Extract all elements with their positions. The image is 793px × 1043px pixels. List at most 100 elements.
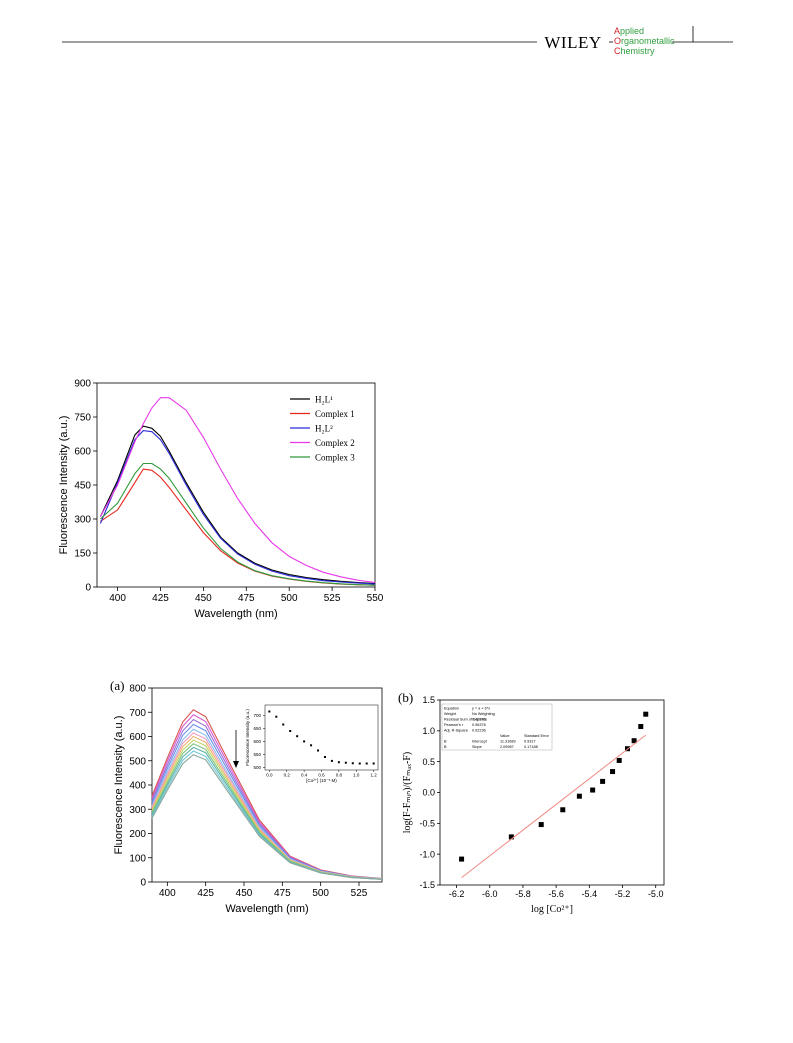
fit-table-cell: B [444, 745, 447, 749]
data-point [344, 761, 347, 764]
x-tick-label: 425 [152, 593, 169, 604]
x-tick-label: -5.2 [615, 889, 631, 899]
data-point [337, 761, 340, 764]
x-axis-label: Wavelength (nm) [225, 903, 308, 915]
x-tick-label: 0.2 [284, 773, 291, 778]
y-axis-label: Fluorescence Intensity (a.u.) [245, 709, 250, 766]
data-point [590, 787, 596, 793]
journal-word: Applied [614, 26, 644, 36]
y-tick-label: 700 [253, 713, 261, 718]
y-tick-label: 300 [129, 805, 146, 816]
data-point [508, 834, 514, 840]
data-point [576, 793, 582, 799]
fit-table-cell: Pearson's r [444, 723, 464, 727]
fit-table [441, 703, 553, 751]
y-tick-label: 650 [253, 726, 261, 731]
x-tick-label: 550 [367, 593, 384, 604]
data-point [317, 749, 320, 752]
y-axis-label: Fluorescence Intensity (a.u.) [113, 716, 125, 855]
legend-label: Complex 3 [315, 453, 355, 463]
data-point [358, 762, 361, 765]
journal-word: Chemistry [614, 46, 655, 56]
brand: WILEY [544, 33, 601, 52]
y-tick-label: 200 [129, 829, 146, 840]
legend-label: H₂L¹ [315, 395, 333, 405]
data-point [289, 730, 292, 732]
x-tick-label: 475 [238, 593, 255, 604]
x-tick-label: 450 [236, 888, 253, 899]
fit-table-cell: 2.09987 [500, 745, 514, 749]
y-tick-label: 300 [74, 515, 91, 526]
fit-table-cell: 0.96376 [472, 723, 486, 727]
data-point [296, 735, 299, 738]
y-tick-label: 0 [85, 583, 91, 594]
x-tick-label: 525 [351, 888, 368, 899]
fit-table-header: Value [500, 734, 509, 738]
y-tick-label: 600 [74, 447, 91, 458]
fit-table-cell: Slope [472, 745, 482, 749]
y-tick-label: 0 [140, 878, 146, 889]
series-line [99, 425, 376, 585]
x-tick-label: -6.0 [482, 889, 498, 899]
x-tick-label: 0.4 [301, 773, 308, 778]
panel-label: (a) [110, 678, 124, 693]
data-point [560, 807, 566, 813]
y-tick-label: 600 [129, 732, 146, 743]
inset-background [265, 705, 378, 770]
fit-table-cell: Weight [444, 712, 457, 716]
data-point [351, 762, 354, 765]
y-tick-label: 900 [74, 379, 91, 390]
x-axis-label: log [Co²⁺] [531, 904, 573, 915]
x-tick-label: 0.6 [318, 773, 325, 778]
y-tick-label: -0.5 [419, 818, 435, 828]
legend-label: Complex 2 [315, 438, 355, 448]
legend-label: H₂L² [315, 424, 333, 434]
x-tick-label: -5.4 [582, 889, 598, 899]
series-line [100, 462, 376, 586]
data-point [268, 710, 271, 713]
y-tick-label: 0.5 [422, 757, 435, 767]
data-point [310, 744, 313, 747]
panel-label: (b) [398, 690, 413, 705]
x-tick-label: 1.2 [371, 773, 378, 778]
y-tick-label: -1.5 [419, 880, 435, 890]
x-tick-label: 475 [274, 888, 291, 899]
series-line [99, 430, 376, 585]
x-tick-label: 425 [197, 888, 214, 899]
journal-word: Organometallic [614, 36, 675, 46]
fit-table-cell: No Weighting [472, 712, 495, 716]
fit-table-cell: 0.17188 [524, 745, 538, 749]
fit-table-cell: 0.9317 [524, 740, 536, 744]
y-tick-label: 500 [253, 765, 261, 770]
x-axis-label: [Co²⁺] (10⁻⁵ M) [306, 778, 337, 783]
data-point [459, 856, 465, 862]
series-line [151, 754, 383, 880]
data-point [372, 762, 375, 765]
data-point [643, 711, 649, 717]
fit-table-cell: 11.31689 [500, 740, 516, 744]
data-point [638, 724, 644, 730]
trend-arrow-head [233, 761, 239, 768]
y-tick-label: 150 [74, 549, 91, 560]
fit-table-cell: Equation [444, 707, 459, 711]
x-tick-label: 450 [195, 593, 212, 604]
y-tick-label: 500 [129, 756, 146, 767]
y-axis-label: log(F-Fₘᵢₙ)/(Fₘₐₓ-F) [402, 752, 413, 834]
x-tick-label: 500 [281, 593, 298, 604]
x-tick-label: 500 [312, 888, 329, 899]
fit-table-cell: 0.42776 [472, 718, 486, 722]
x-tick-label: 0.8 [336, 773, 343, 778]
y-tick-label: 600 [253, 739, 261, 744]
series-line [99, 397, 376, 584]
fit-table-cell: Intercept [472, 740, 488, 744]
x-axis-label: Wavelength (nm) [194, 608, 277, 620]
y-tick-label: 400 [129, 781, 146, 792]
fit-table-cell: Adj. R-Square [444, 729, 468, 733]
data-point [631, 738, 637, 744]
fit-table-cell: B [444, 740, 447, 744]
y-tick-label: 1.0 [422, 726, 435, 736]
y-tick-label: 450 [74, 481, 91, 492]
legend-label: Complex 1 [315, 409, 355, 419]
data-point [365, 762, 368, 765]
